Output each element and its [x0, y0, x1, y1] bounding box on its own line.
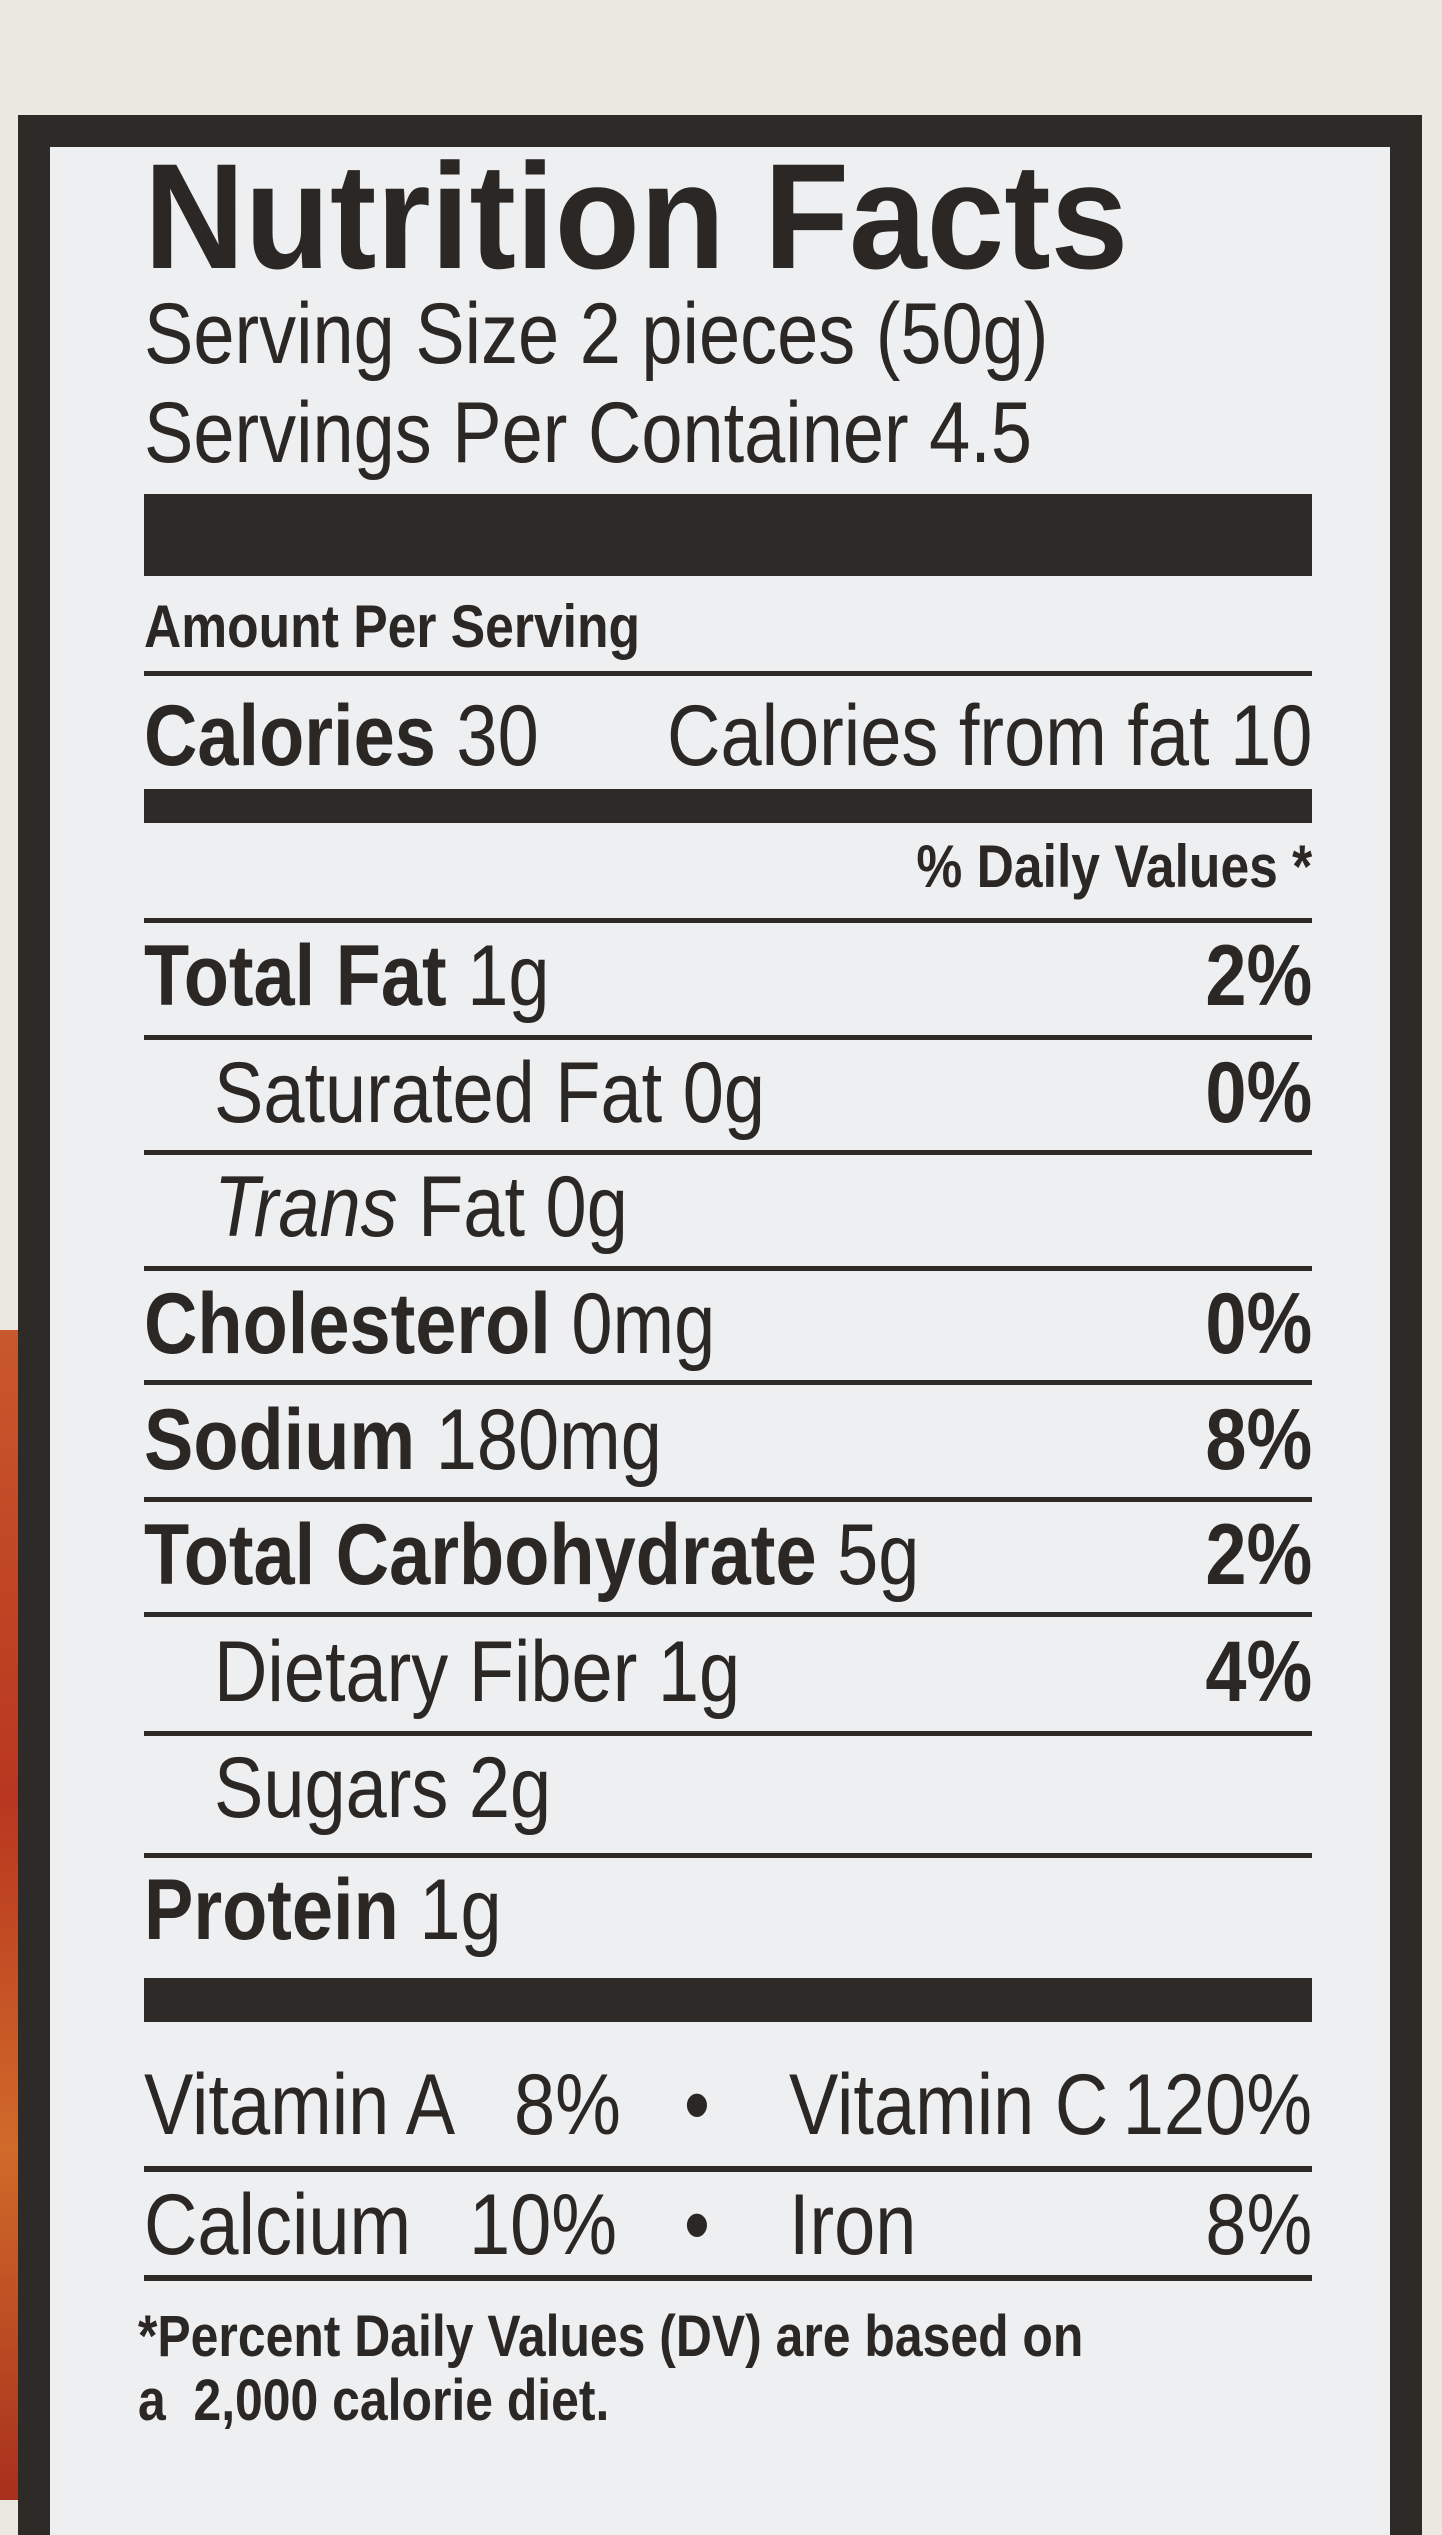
- daily-value-percent: 4%: [1205, 1624, 1312, 1720]
- iron-label: Iron: [789, 2177, 917, 2273]
- nutrient-row: Dietary Fiber 1g 4%: [144, 1622, 1312, 1722]
- vitamin-row: Vitamin A 8% • Vitamin C 120%: [144, 2055, 1312, 2155]
- nutrient-row: Saturated Fat 0g 0%: [144, 1043, 1312, 1143]
- amount-per-serving: Amount Per Serving: [144, 593, 641, 660]
- daily-value-percent: 0%: [1205, 1276, 1312, 1372]
- vitamin-c-label: Vitamin C: [789, 2057, 1109, 2153]
- nutrient-label: Cholesterol 0mg: [144, 1276, 716, 1372]
- nutrient-row: Protein 1g: [144, 1860, 1312, 1960]
- servings-per-container: Servings Per Container 4.5: [144, 385, 1032, 481]
- nutrient-row: Sodium 180mg 8%: [144, 1390, 1312, 1490]
- nutrient-row: Cholesterol 0mg 0%: [144, 1274, 1312, 1374]
- calcium-label: Calcium: [144, 2177, 412, 2273]
- divider: [144, 1380, 1312, 1385]
- nutrient-row: Total Carbohydrate 5g 2%: [144, 1505, 1312, 1605]
- nutrient-label: Dietary Fiber 1g: [214, 1624, 741, 1720]
- divider: [144, 1853, 1312, 1858]
- daily-value-percent: 2%: [1205, 928, 1312, 1024]
- thick-divider: [144, 494, 1312, 576]
- daily-value-percent: 0%: [1205, 1045, 1312, 1141]
- divider: [144, 1497, 1312, 1502]
- footnote-line-2: a 2,000 calorie diet.: [138, 2368, 610, 2433]
- nutrient-row: Sugars 2g: [144, 1738, 1312, 1838]
- nutrient-row: Trans Fat 0g: [144, 1157, 1312, 1257]
- daily-value-percent: 8%: [1205, 1392, 1312, 1488]
- daily-value-percent: 2%: [1205, 1507, 1312, 1603]
- calories-from-fat: Calories from fat 10: [666, 688, 1312, 784]
- iron-value: 8%: [1205, 2177, 1312, 2273]
- nutrient-label: Sodium 180mg: [144, 1392, 662, 1488]
- divider: [144, 1035, 1312, 1040]
- mineral-row: Calcium 10% • Iron 8%: [144, 2175, 1312, 2275]
- nutrient-label: Saturated Fat 0g: [214, 1045, 765, 1141]
- calories: Calories 30: [144, 688, 539, 784]
- vitamin-a-value: 8%: [514, 2057, 621, 2153]
- package-edge: [0, 1330, 18, 2500]
- divider: [144, 918, 1312, 923]
- daily-values-header: % Daily Values *: [916, 833, 1312, 900]
- divider: [144, 2166, 1312, 2172]
- vitamin-c-value: 120%: [1122, 2057, 1312, 2153]
- vitamin-a-label: Vitamin A: [144, 2057, 456, 2153]
- nutrient-label: Protein 1g: [144, 1862, 502, 1958]
- divider: [144, 671, 1312, 676]
- divider: [144, 2275, 1312, 2281]
- divider: [144, 1731, 1312, 1736]
- thick-divider: [144, 1978, 1312, 2022]
- nutrient-label: Trans Fat 0g: [214, 1159, 628, 1255]
- divider: [144, 1612, 1312, 1617]
- bullet: •: [684, 2057, 710, 2153]
- nutrient-label: Total Carbohydrate 5g: [144, 1507, 920, 1603]
- divider: [144, 1266, 1312, 1271]
- nutrient-label: Total Fat 1g: [144, 928, 550, 1024]
- medium-divider: [144, 789, 1312, 823]
- serving-size: Serving Size 2 pieces (50g): [144, 286, 1049, 382]
- label-title: Nutrition Facts: [144, 132, 1129, 300]
- divider: [144, 1150, 1312, 1155]
- nutrient-label: Sugars 2g: [214, 1740, 552, 1836]
- calcium-value: 10%: [469, 2177, 618, 2273]
- nutrient-row: Total Fat 1g 2%: [144, 926, 1312, 1026]
- bullet: •: [684, 2177, 710, 2273]
- footnote-line-1: *Percent Daily Values (DV) are based on: [138, 2304, 1084, 2369]
